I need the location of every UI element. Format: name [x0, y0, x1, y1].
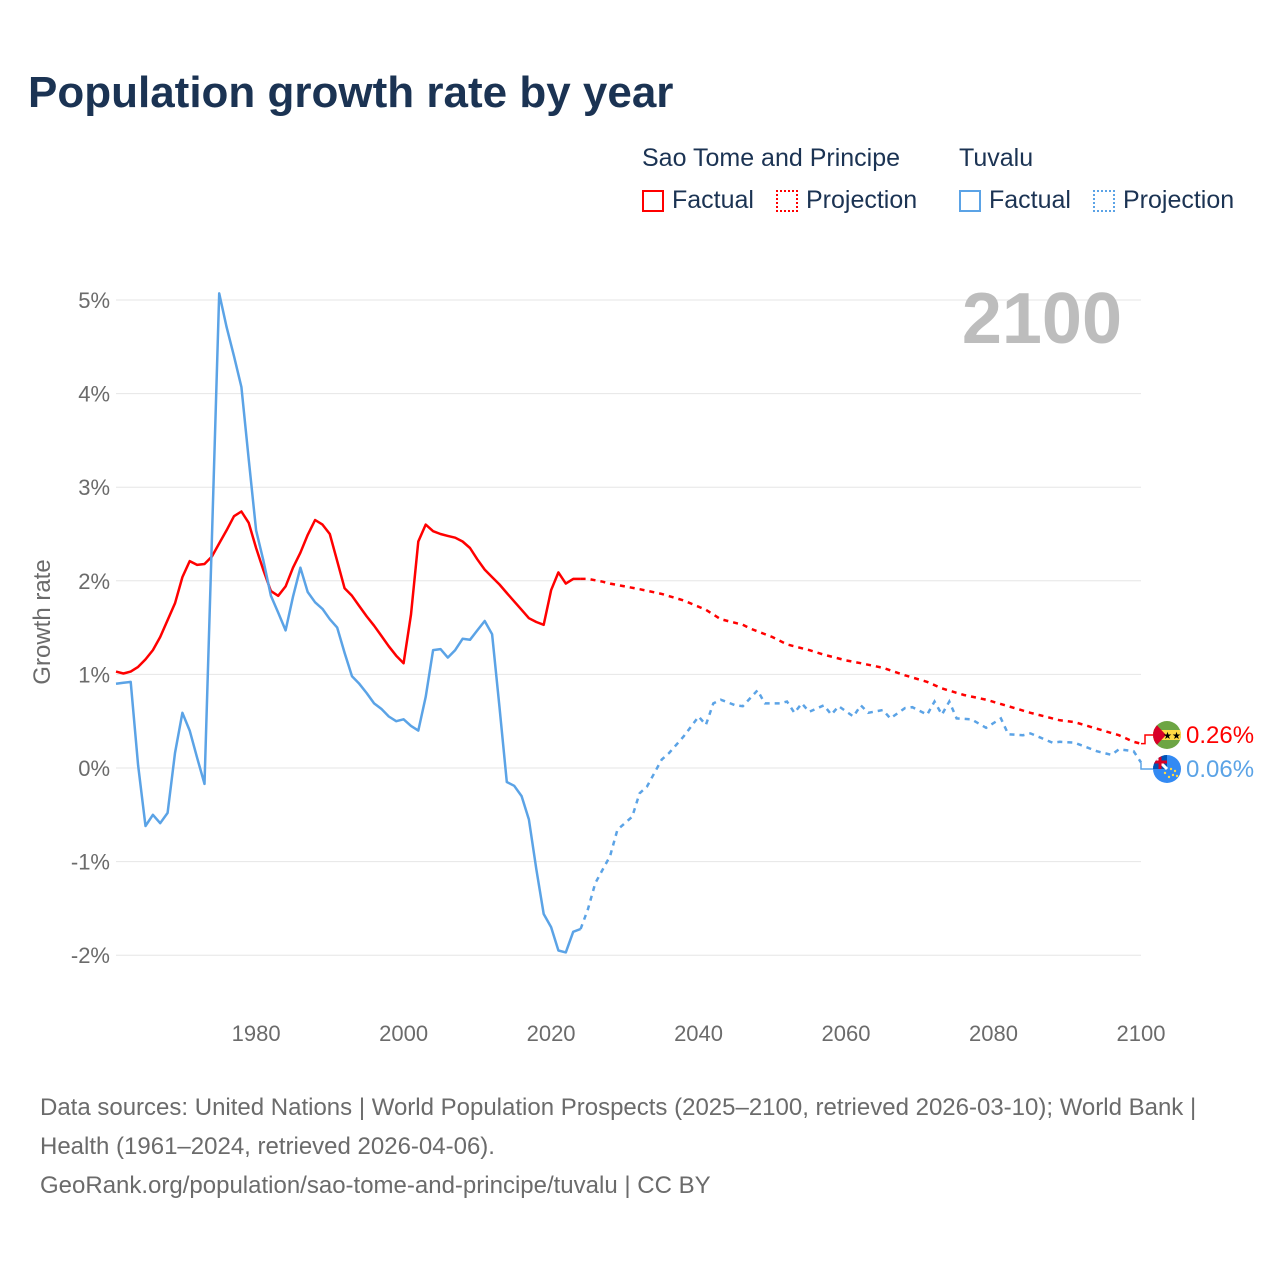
legend-label: Factual [672, 186, 754, 214]
star-icon [1167, 775, 1171, 779]
dotted-swatch-icon [1093, 189, 1115, 212]
x-tick-label: 2100 [1117, 1021, 1166, 1046]
tuvalu-factual-line [115, 292, 582, 954]
source-link[interactable]: GeoRank.org/population/sao-tome-and-prin… [40, 1172, 711, 1199]
y-tick-label: 0% [78, 756, 110, 781]
star-icon [1169, 767, 1173, 771]
star-icon [1171, 773, 1175, 777]
connector-line [1141, 734, 1153, 745]
flag-body: ★★ [1153, 721, 1181, 749]
solid-swatch-icon [642, 189, 664, 212]
y-tick-label: 3% [78, 475, 110, 500]
x-tick-label: 1980 [232, 1021, 281, 1046]
x-tick-label: 2040 [674, 1021, 723, 1046]
dotted-swatch-icon [776, 189, 798, 212]
legend-group-sao-tome: Sao Tome and Principe [642, 144, 901, 172]
line-chart: -2% -1% 0% 1% 2% 3% 4% 5% 1980 2000 2020 2040 2060 20… [29, 279, 1254, 1046]
star-icon [1175, 774, 1179, 778]
x-tick-label: 2020 [527, 1021, 576, 1046]
y-tick-label: 2% [78, 569, 110, 594]
legend-label: Projection [806, 186, 918, 214]
star-icon [1173, 769, 1177, 773]
sao-tome-factual-line [115, 510, 581, 675]
tuvalu-flag-icon [1153, 755, 1181, 783]
tuvalu-end-value: 0.06% [1186, 756, 1254, 783]
y-tick-label: 5% [78, 288, 110, 313]
x-tick-label: 2060 [822, 1021, 871, 1046]
tuvalu-projection-line [579, 688, 1143, 930]
flag-yellow [1153, 730, 1181, 740]
sao-tome-projection-line [580, 577, 1142, 745]
y-tick-label: 4% [78, 382, 110, 407]
solid-swatch-icon [959, 189, 981, 212]
star-icon: ★★ [1163, 731, 1181, 742]
chart-title: Population growth rate by year [28, 68, 674, 117]
y-tick-label: 1% [78, 662, 110, 687]
connector-line [1140, 762, 1153, 770]
legend-sao-tome-factual[interactable]: Factual [642, 186, 754, 215]
x-tick-label: 2080 [969, 1021, 1018, 1046]
legend-label: Projection [1123, 186, 1235, 214]
star-icon [1163, 771, 1167, 775]
y-axis-label: Growth rate [29, 559, 56, 684]
flag-red-triangle [1153, 721, 1166, 749]
sao-tome-flag-icon: ★★ [1153, 721, 1181, 749]
legend-group-tuvalu: Tuvalu [959, 144, 1034, 172]
y-tick-label: -1% [71, 850, 110, 875]
y-tick-label: -2% [71, 943, 110, 968]
data-sources: Data sources: United Nations | World Pop… [40, 1094, 1197, 1160]
current-year-label: 2100 [962, 279, 1122, 359]
legend-tuvalu-projection[interactable]: Projection [1093, 186, 1234, 215]
legend-sao-tome-projection[interactable]: Projection [776, 186, 917, 215]
legend-tuvalu-factual[interactable]: Factual [959, 186, 1071, 215]
flag-body [1153, 755, 1181, 783]
footer: Data sources: United Nations | World Pop… [40, 1088, 1240, 1205]
sao-tome-end-value: 0.26% [1186, 722, 1254, 749]
legend-label: Factual [989, 186, 1071, 214]
x-tick-label: 2000 [379, 1021, 428, 1046]
